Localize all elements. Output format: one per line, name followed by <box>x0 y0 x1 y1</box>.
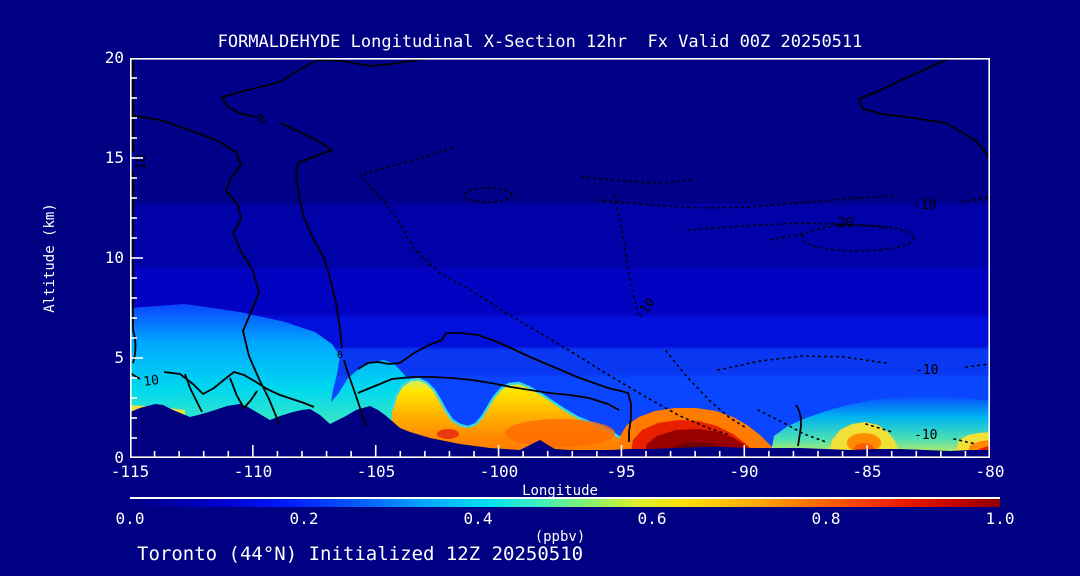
plume-red-spot <box>437 429 459 439</box>
x-tick--95: -95 <box>606 462 636 481</box>
colorbar <box>130 497 1000 507</box>
colorbar-tick-0.0: 0.0 <box>115 509 145 528</box>
plume-cyan-fringe <box>390 377 624 442</box>
colorbar-gradient <box>130 499 1000 507</box>
x-tick--90: -90 <box>729 462 759 481</box>
y-tick-5: 5 <box>114 348 124 367</box>
y-tick-0: 0 <box>114 448 124 467</box>
y-tick-20: 20 <box>104 48 124 67</box>
footer-station-init: Toronto (44°N) Initialized 12Z 20250510 <box>137 543 584 565</box>
x-axis-label: Longitude <box>522 483 598 499</box>
contour-labels: 0 10 10 0 -10 -20 -10 -10 -10 <box>134 112 938 443</box>
terrain-silhouette <box>130 404 990 458</box>
contour-label-m10-upper-right: -10 <box>913 198 936 213</box>
contour-lines-dotted <box>358 147 990 445</box>
x-tick--100: -100 <box>479 462 519 481</box>
axis-ticks <box>130 58 990 458</box>
contour-label-m10-lower-right: -10 <box>915 363 938 378</box>
x-tick--80: -80 <box>975 462 1005 481</box>
contour-label-0-small: 0 <box>337 350 343 361</box>
colorbar-tick-0.2: 0.2 <box>289 509 319 528</box>
plot-area: 0 10 10 0 -10 -20 -10 -10 -10 <box>130 58 990 458</box>
x-tick--105: -105 <box>356 462 396 481</box>
y-tick-10: 10 <box>104 248 124 267</box>
y-axis-label: Altitude (km) <box>42 203 58 313</box>
contour-label-10-rotated-left: 10 <box>134 154 149 170</box>
chart-title: FORMALDEHYDE Longitudinal X-Section 12hr… <box>217 32 863 52</box>
plot-frame <box>130 58 990 458</box>
plume-orange-core <box>505 419 615 447</box>
x-tick--115: -115 <box>110 462 150 481</box>
x-tick--110: -110 <box>233 462 273 481</box>
colorbar-tick-0.6: 0.6 <box>637 509 667 528</box>
contour-label-m10-surface-right: -10 <box>914 428 937 443</box>
colorbar-tick-0.8: 0.8 <box>811 509 841 528</box>
contour-lines-solid <box>130 58 990 447</box>
contour-label-10-surface: 10 <box>142 373 160 390</box>
x-tick--85: -85 <box>852 462 882 481</box>
colorbar-tick-0.4: 0.4 <box>463 509 493 528</box>
colorbar-top-line <box>130 497 1000 499</box>
y-tick-15: 15 <box>104 148 124 167</box>
colorbar-unit: (ppbv) <box>534 529 586 545</box>
contour-label-m20-upper-right: -20 <box>830 216 853 231</box>
colorbar-tick-1.0: 1.0 <box>985 509 1015 528</box>
